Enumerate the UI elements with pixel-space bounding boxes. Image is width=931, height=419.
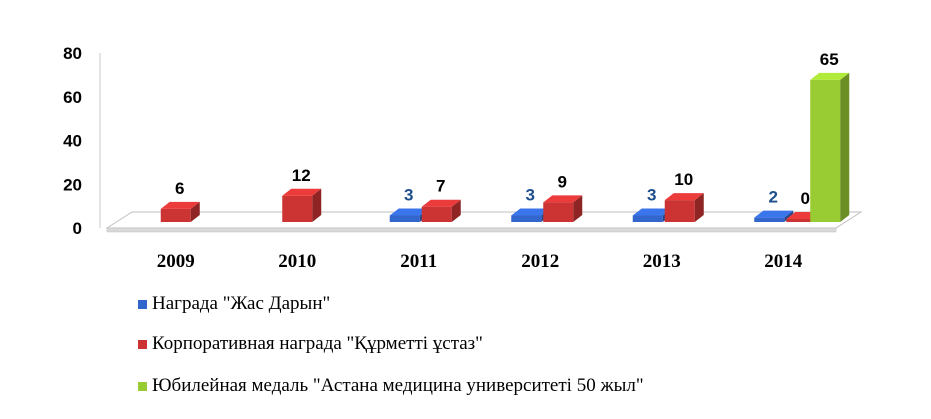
bar-top (664, 193, 704, 201)
bar-front (664, 200, 695, 222)
data-label: 9 (558, 172, 567, 191)
data-label: 7 (436, 177, 445, 196)
bar-front (632, 215, 663, 222)
chart-floor-top (105, 211, 863, 229)
bar-front (282, 195, 313, 222)
x-tick-label: 2010 (278, 251, 316, 272)
legend-swatch-kurmetti-ustaz (138, 340, 147, 349)
y-tick-label: 80 (63, 44, 82, 63)
data-label: 65 (820, 50, 839, 69)
bar-side (694, 193, 704, 222)
x-tick-label: 2009 (157, 251, 195, 272)
bar-2009-series-2 (160, 201, 200, 222)
y-tick-label: 0 (73, 219, 82, 238)
bar-2012-series-2 (543, 195, 583, 222)
x-tick-label: 2013 (643, 251, 681, 272)
bar-side (840, 72, 850, 222)
bar-front (754, 217, 785, 222)
chart-floor-edge (106, 227, 837, 233)
bar-top (282, 188, 322, 196)
data-label: 3 (526, 185, 535, 204)
bar-2010-series-2 (282, 188, 322, 222)
bar-top (389, 208, 429, 216)
bar-top (160, 201, 200, 209)
bar-front (511, 215, 542, 222)
chart-floor (105, 211, 863, 233)
bar-2011-series-2 (421, 199, 461, 222)
x-tick-label: 2014 (764, 251, 803, 272)
bar-top (511, 208, 551, 216)
bar-top (810, 72, 850, 80)
legend-label-jubilee-medal: Юбилейная медаль "Астана медицина универ… (152, 375, 644, 396)
chart-data-labels: 6 12 3 7 3 9 3 10 2 0 65 (175, 50, 839, 208)
bar-front (421, 206, 452, 222)
bar-side (451, 199, 461, 222)
chart-x-ticks: 2009 2010 2011 2012 2013 2014 (157, 251, 803, 272)
data-label: 6 (175, 179, 184, 198)
bar-front (543, 202, 574, 222)
bar-top (421, 199, 461, 207)
data-label: 2 (769, 188, 778, 207)
bar-side (573, 195, 583, 222)
y-tick-label: 20 (63, 175, 82, 194)
bar-top (632, 208, 672, 216)
legend-label-kurmetti-ustaz: Корпоративная награда "Құрметті ұстаз" (152, 333, 483, 354)
bar-side (190, 201, 200, 222)
bar-front (786, 219, 817, 222)
bar-top (543, 195, 583, 203)
bar-front (810, 79, 841, 222)
bar-front (160, 208, 191, 222)
data-label: 3 (404, 185, 413, 204)
data-label: 0 (801, 189, 810, 208)
bar-front (389, 215, 420, 222)
data-label: 12 (292, 166, 311, 185)
x-tick-label: 2012 (521, 251, 559, 272)
bar-top (754, 210, 794, 218)
bar-2014-series-3 (810, 72, 850, 222)
legend-swatch-zhas-daryn (138, 300, 147, 309)
bar-2013-series-2 (664, 193, 704, 222)
chart-axes: 0 20 40 60 80 (63, 44, 101, 238)
bar-side (312, 188, 322, 222)
y-tick-label: 40 (63, 132, 82, 151)
data-label: 3 (647, 185, 656, 204)
legend-swatch-jubilee-medal (138, 382, 147, 391)
chart-bars (160, 72, 850, 222)
data-label: 10 (674, 170, 693, 189)
y-tick-label: 60 (63, 88, 82, 107)
legend-label-zhas-daryn: Награда "Жас Дарын" (152, 293, 331, 314)
x-tick-label: 2011 (400, 251, 437, 272)
